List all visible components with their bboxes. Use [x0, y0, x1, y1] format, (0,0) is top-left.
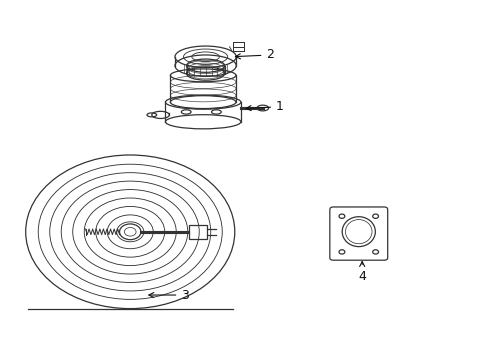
Text: 1: 1 [245, 100, 284, 113]
Text: 4: 4 [358, 261, 366, 283]
Text: 2: 2 [235, 49, 274, 62]
Text: 3: 3 [148, 288, 189, 302]
Bar [188, 225, 207, 239]
